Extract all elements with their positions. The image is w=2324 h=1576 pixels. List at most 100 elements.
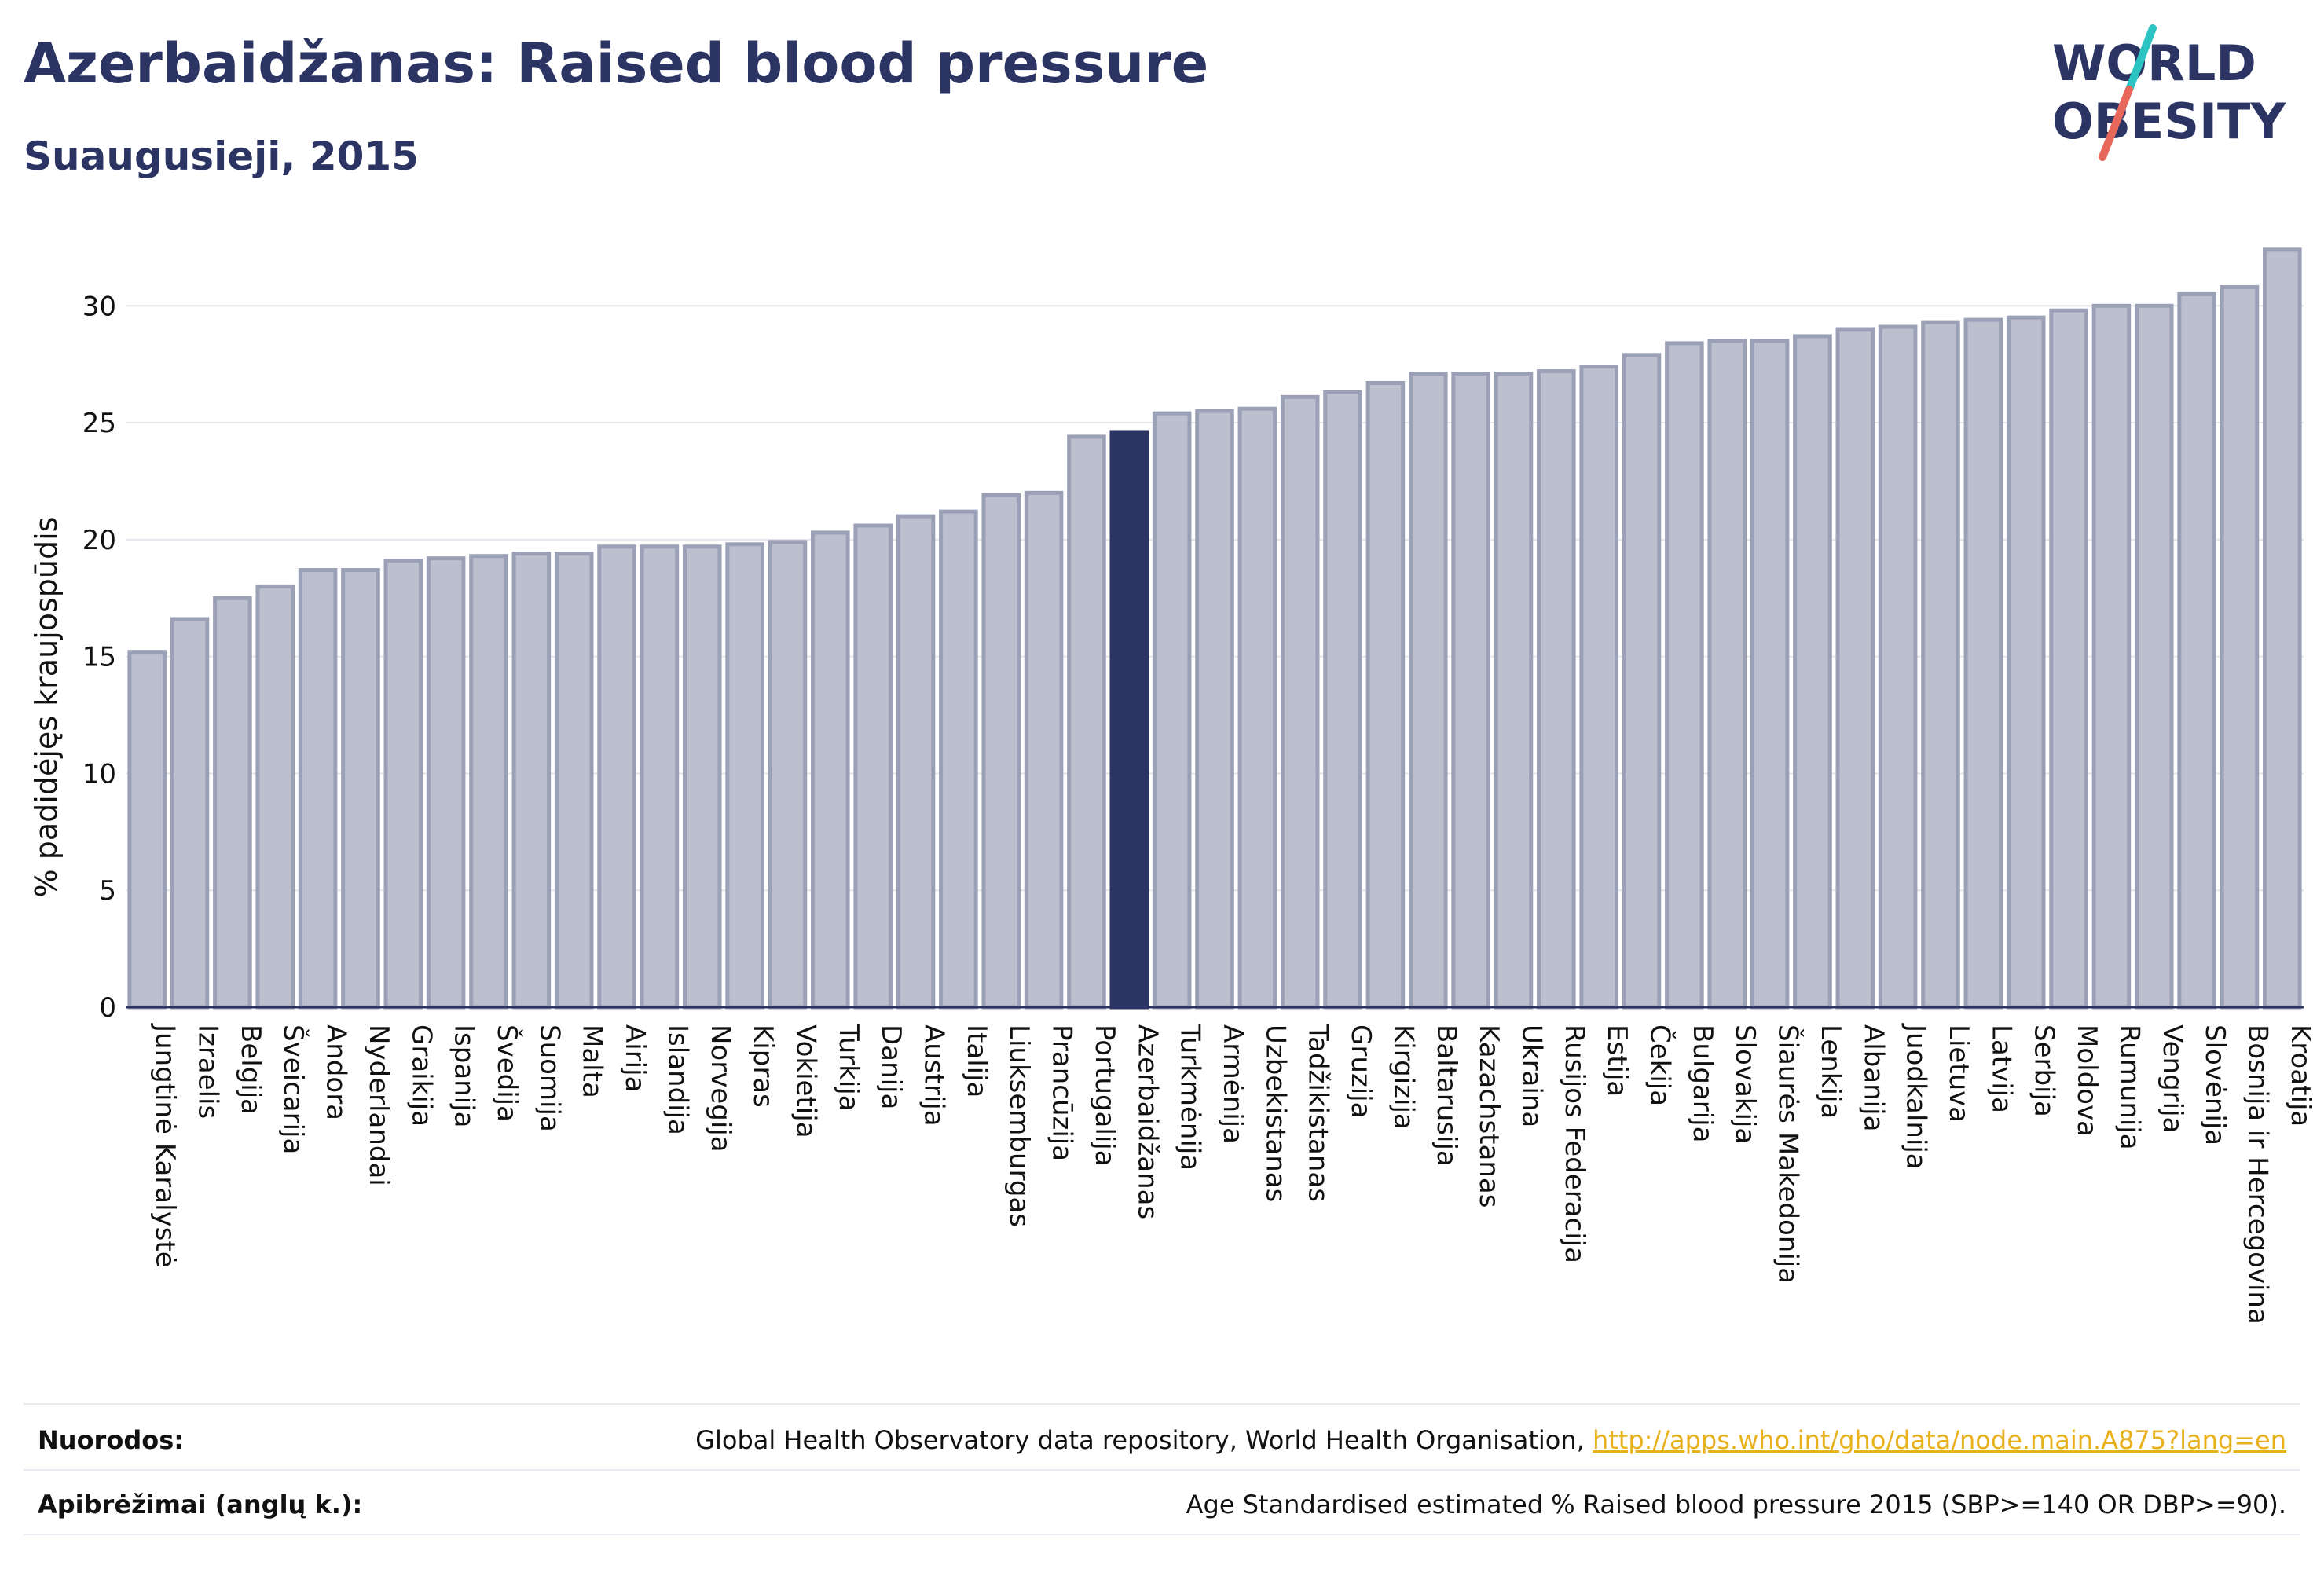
- bar: [682, 544, 722, 1010]
- bar: [939, 509, 978, 1010]
- bar: [1195, 409, 1234, 1010]
- bar: [1793, 334, 1832, 1010]
- x-tick-label: Uzbekistanas: [1259, 1024, 1291, 1202]
- x-tick-label: Šveicarija: [277, 1024, 310, 1154]
- x-tick-label: Nyderlandai: [363, 1024, 394, 1186]
- bar: [1152, 411, 1192, 1010]
- bar: [1323, 390, 1362, 1010]
- bar: [1963, 317, 2003, 1010]
- bar: [341, 568, 380, 1010]
- x-tick-label: Gruzija: [1345, 1024, 1376, 1118]
- y-tick-label: 0: [99, 992, 116, 1024]
- x-tick-label: Andora: [321, 1024, 352, 1120]
- world-obesity-logo: WORLD OBESITY: [2052, 24, 2286, 161]
- x-tick-label: Baltarusija: [1431, 1024, 1462, 1167]
- logo-slash-coral: [2099, 86, 2133, 161]
- bar: [213, 596, 252, 1010]
- chart-subtitle: Suaugusieji, 2015: [24, 134, 419, 179]
- bar: [1835, 327, 1875, 1010]
- x-tick-label: Tadžikistanas: [1303, 1024, 1334, 1202]
- bar: [768, 540, 808, 1010]
- x-tick-label: Čekija: [1644, 1024, 1677, 1106]
- x-tick-label: Lenkija: [1815, 1024, 1846, 1119]
- bar: [2220, 284, 2260, 1010]
- x-tick-label: Jungtinė Karalystė: [149, 1023, 181, 1268]
- logo-line1: WORLD: [2052, 35, 2256, 92]
- footer-divider-bottom: [24, 1534, 2300, 1535]
- x-tick-label: Malta: [577, 1024, 608, 1098]
- bar: [1579, 365, 1618, 1010]
- bar: [1665, 341, 1704, 1010]
- logo-slash-teal: [2125, 24, 2157, 93]
- x-tick-label: Portugalija: [1089, 1024, 1120, 1167]
- x-tick-label: Albanija: [1857, 1024, 1889, 1131]
- y-tick-label: 15: [82, 642, 116, 673]
- bar: [554, 552, 594, 1010]
- x-tick-label: Lietuva: [1943, 1024, 1974, 1123]
- bar: [811, 530, 850, 1010]
- chart-title: Azerbaidžanas: Raised blood pressure: [24, 31, 1209, 96]
- bar: [1451, 372, 1490, 1010]
- y-tick-label: 20: [82, 525, 116, 556]
- bar: [298, 568, 338, 1010]
- x-tick-label: Estija: [1601, 1024, 1633, 1097]
- sources-text: Global Health Observatory data repositor…: [695, 1425, 2286, 1455]
- bar: [1921, 320, 1960, 1010]
- bar: [1237, 406, 1277, 1010]
- bar: [1750, 339, 1790, 1010]
- x-tick-label: Belgija: [235, 1024, 266, 1115]
- x-tick-label: Juodkalnija: [1901, 1023, 1932, 1170]
- logo-line2: OBESITY: [2052, 93, 2286, 150]
- bar-chart: 0 5 10 15 20 25 30 Jungtinė Karalystė Izraelis B…: [29, 247, 2316, 1325]
- bar: [2263, 247, 2302, 1010]
- y-tick-label: 10: [82, 758, 116, 790]
- x-tick-label: Liuksemburgas: [1003, 1024, 1035, 1227]
- x-tick-label: Prancūzija: [1047, 1024, 1078, 1161]
- y-axis-ticks: 0 5 10 15 20 25 30: [82, 291, 116, 1024]
- x-tick-label: Airija: [619, 1024, 651, 1092]
- x-tick-label: Rusijos Federacija: [1559, 1024, 1590, 1263]
- bar: [640, 544, 680, 1010]
- bar-highlighted: [1109, 430, 1149, 1010]
- x-tick-label: Izraelis: [192, 1024, 224, 1119]
- x-tick-label: Bulgarija: [1687, 1024, 1718, 1142]
- bar: [1408, 372, 1448, 1010]
- bar: [853, 523, 893, 1010]
- x-tick-label: Slovakija: [1729, 1024, 1761, 1144]
- bar: [469, 554, 508, 1010]
- x-tick-label: Vengrija: [2157, 1024, 2188, 1133]
- y-axis-label: % padidėjęs kraujospūdis: [29, 517, 64, 898]
- bar: [1365, 380, 1406, 1010]
- x-tick-label: Kroatija: [2285, 1024, 2316, 1127]
- definitions-label: Apibrėžimai (anglų k.):: [38, 1490, 363, 1519]
- x-tick-label: Serbija: [2029, 1024, 2060, 1117]
- x-tick-label: Suomija: [533, 1024, 565, 1132]
- x-tick-label: Italija: [961, 1024, 992, 1098]
- x-tick-label: Norvegija: [705, 1024, 736, 1153]
- x-tick-label: Kipras: [747, 1024, 779, 1108]
- bar: [1878, 324, 1918, 1010]
- x-tick-label: Islandija: [662, 1024, 693, 1135]
- x-tick-label: Ispanija: [449, 1024, 480, 1127]
- x-tick-label: Slovėnija: [2199, 1024, 2231, 1145]
- x-tick-label: Azerbaidžanas: [1131, 1024, 1163, 1219]
- bar: [2177, 291, 2216, 1010]
- x-tick-label: Vokietija: [790, 1024, 821, 1138]
- x-tick-label: Švedija: [491, 1024, 523, 1122]
- bar: [383, 559, 423, 1010]
- sources-link[interactable]: http://apps.who.int/gho/data/node.main.A…: [1592, 1425, 2286, 1455]
- x-tick-label: Graikija: [405, 1024, 437, 1127]
- y-tick-label: 5: [99, 875, 116, 907]
- x-tick-label: Ukraina: [1516, 1024, 1547, 1127]
- x-tick-label: Moldova: [2071, 1024, 2102, 1137]
- bar: [2049, 308, 2088, 1010]
- bar: [896, 514, 936, 1010]
- footer-divider-middle: [24, 1469, 2300, 1471]
- x-axis-labels: Jungtinė Karalystė Izraelis Belgija Šveicar…: [149, 1023, 2316, 1325]
- x-tick-label: Danija: [875, 1024, 907, 1109]
- bar: [725, 542, 764, 1010]
- bar: [255, 584, 295, 1010]
- bar: [170, 617, 210, 1010]
- y-tick-label: 30: [82, 291, 116, 322]
- bar: [1622, 353, 1662, 1010]
